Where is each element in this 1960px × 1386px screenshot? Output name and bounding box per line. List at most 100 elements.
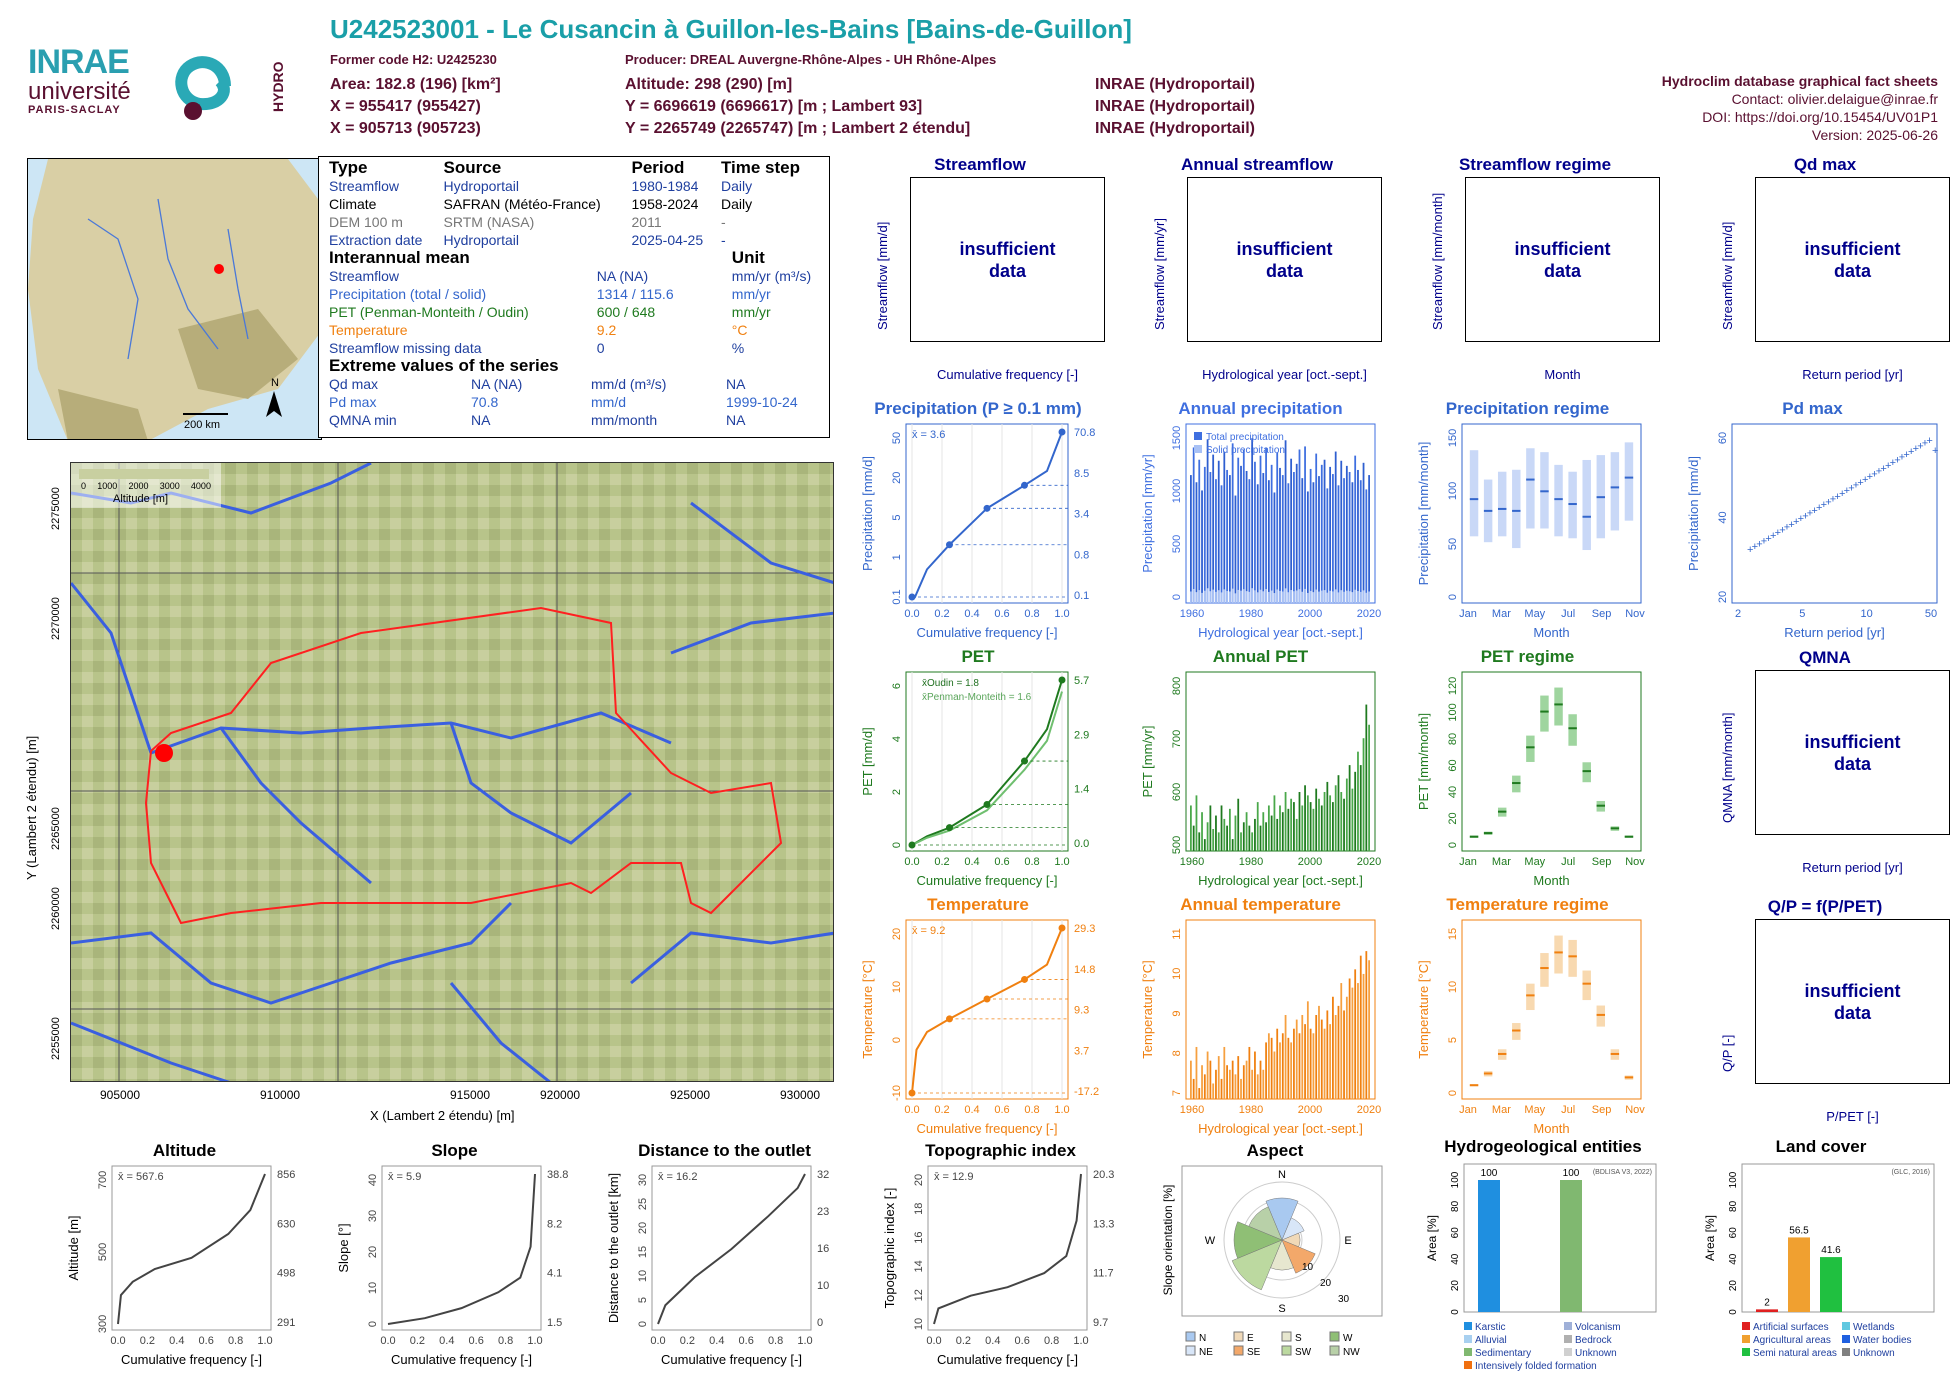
x-tick: 1960: [1180, 608, 1204, 620]
x-axis-label: Month: [1533, 1121, 1569, 1136]
right-tick: 23: [817, 1206, 829, 1218]
bar: [1359, 765, 1362, 851]
bar: [1217, 832, 1220, 851]
bar: [1315, 453, 1318, 603]
legend-label: NW: [1343, 1347, 1360, 1358]
data-point: +: [1807, 508, 1813, 520]
data-point: +: [1926, 435, 1932, 447]
y-tick: 80: [1728, 1200, 1739, 1212]
data-point: +: [1880, 463, 1886, 475]
bar: [1201, 1065, 1203, 1099]
table-row: Pd max 70.8 mm/d 1999-10-24: [329, 393, 819, 411]
table-row: Qd max NA (NA) mm/d (m³/s) NA: [329, 375, 819, 393]
legend-swatch: [1842, 1322, 1850, 1330]
legend-swatch: [1564, 1348, 1572, 1356]
bar: [1248, 479, 1251, 603]
bar: [1306, 795, 1309, 851]
outlet-marker: [155, 744, 173, 762]
annotation: x̄ = 5.9: [388, 1171, 421, 1183]
y-axis-label: Temperature [°C]: [1140, 960, 1155, 1058]
x-tick: 2000: [1298, 856, 1322, 868]
bar: [1251, 832, 1254, 851]
bar-solid: [1231, 588, 1234, 603]
bar: [1340, 983, 1343, 1099]
box: [1554, 687, 1563, 726]
y-tick: 100: [1447, 703, 1459, 721]
panel-title: Streamflow: [934, 155, 1026, 174]
legend-label: Sedimentary: [1475, 1348, 1531, 1359]
data-point: +: [1839, 488, 1845, 500]
y-tick: 300: [97, 1315, 109, 1333]
cell: 1314 / 115.6: [596, 286, 674, 302]
bar: [1273, 492, 1276, 603]
panel-title: Q/P = f(P/PET): [1767, 897, 1883, 916]
data-point: +: [1876, 466, 1882, 478]
x-tick: 0.0: [110, 1335, 125, 1347]
bar: [1293, 802, 1295, 851]
bar: [1301, 805, 1304, 851]
bar: [1290, 458, 1293, 603]
x-tick: 1.0: [527, 1335, 542, 1347]
cell: NA: [726, 412, 746, 428]
panel-annual_streamflow: Annual streamflow insufficient data Stream…: [1132, 155, 1382, 385]
y-axis-label: PET [mm/d]: [860, 727, 875, 795]
y-tick: 20: [367, 1246, 379, 1258]
box: [1540, 953, 1549, 987]
y-tick: 7: [1171, 1090, 1183, 1096]
y-tick: 700: [97, 1171, 109, 1189]
y-tick: 80: [1450, 1200, 1461, 1212]
x-tick: 2000: [1298, 1104, 1322, 1116]
contact[interactable]: Contact: olivier.delaigue@inrae.fr: [1731, 91, 1938, 107]
bar: [1245, 812, 1248, 851]
cell: Daily: [720, 196, 753, 212]
doi[interactable]: DOI: https://doi.org/10.15454/UV01P1: [1702, 109, 1938, 125]
right-tick: 0.0: [1074, 838, 1089, 850]
bar: [1368, 960, 1370, 1099]
bar: [1323, 459, 1326, 603]
x-axis-label: Hydrological year [oct.-sept.]: [1198, 625, 1363, 640]
box: [1596, 1005, 1606, 1027]
x-tick: 1.0: [1073, 1335, 1088, 1347]
x-tick: 0.6: [739, 1335, 754, 1347]
terrain: [71, 463, 833, 1081]
bar: [1334, 451, 1337, 603]
bar: [1329, 795, 1332, 851]
bar-solid: [1248, 591, 1251, 603]
panel-title: Streamflow regime: [1458, 155, 1612, 174]
north-label: N: [271, 377, 279, 389]
x-tick: 0.0: [926, 1335, 941, 1347]
cell: mm/d: [591, 394, 626, 410]
bar: [1306, 491, 1309, 603]
legend-label: Unknown: [1853, 1348, 1895, 1359]
legend-tick: 3000: [159, 481, 180, 491]
cell: SAFRAN (Météo-France): [443, 196, 601, 212]
x-tick: 1.0: [797, 1335, 812, 1347]
bar-solid: [1267, 591, 1270, 603]
x-tick: 0.8: [1024, 856, 1039, 868]
bar-solid: [1312, 592, 1315, 603]
panel-qdmax: Qd max insufficient data Streamflow [mm/d]…: [1700, 155, 1950, 385]
x-axis-label: Return period [yr]: [1802, 367, 1903, 382]
x-tick: 0.2: [410, 1335, 425, 1347]
bar: [1267, 480, 1270, 603]
data-point: +: [1825, 496, 1831, 508]
bar: [1357, 983, 1359, 1099]
annotation: x̄Oudin = 1.8: [922, 678, 979, 689]
h-type: Type: [329, 158, 368, 177]
bar: [1201, 490, 1203, 603]
y-tick: 20: [637, 1222, 649, 1234]
legend-swatch: [1464, 1348, 1472, 1356]
y-tick: 20: [891, 928, 903, 940]
x-axis-label: Month: [1533, 625, 1569, 640]
ring: [1223, 1181, 1341, 1299]
bar: [1215, 479, 1217, 603]
right-tick: 5.7: [1074, 675, 1089, 687]
y-axis-label: Temperature [°C]: [860, 960, 875, 1058]
series-line: [657, 1173, 806, 1325]
bar: [1343, 1010, 1345, 1099]
bar: [1306, 1001, 1309, 1099]
bar: [1203, 466, 1206, 603]
bar: [1198, 459, 1201, 603]
x-tick: 0.8: [498, 1335, 513, 1347]
y-tick: 10: [637, 1270, 649, 1282]
